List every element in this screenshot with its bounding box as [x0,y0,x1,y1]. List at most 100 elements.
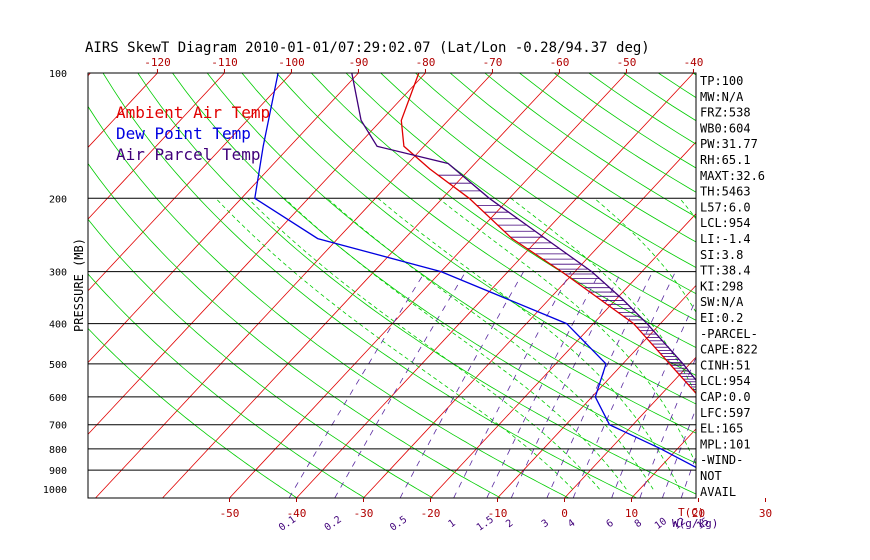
bottom-temp-tick-label: 30 [759,507,772,520]
index-item: SI:3.8 [700,248,743,262]
bottom-temp-tick-label: -50 [220,507,240,520]
dry-adiabat-line [276,73,696,376]
pressure-tick-label: 400 [49,320,67,331]
isotherm-line [88,73,225,220]
bottom-temp-tick-label: -10 [488,507,508,520]
isotherm-line [88,73,292,292]
isotherm-line [430,213,696,498]
mixing-ratio-line [486,271,601,498]
mixing-ratio-label: 4 [566,518,577,530]
pressure-tick-label: 500 [49,360,67,371]
mixing-ratio-line [814,272,870,498]
mixing-ratio-line [453,271,572,498]
x-axis-mix-unit: W(g/kg) [672,517,718,530]
mixing-ratio-label: 0.5 [388,514,409,533]
index-item: KI:298 [700,279,743,293]
top-temp-tick-label: -70 [483,56,503,69]
moist-adiabat-line [215,198,573,490]
isotherm-line [833,73,870,498]
pressure-tick-label: 700 [49,421,67,432]
x-axis-temp-unit: T(C) [678,506,705,519]
index-item: -WIND- [700,453,743,467]
mixing-ratio-line [611,298,696,498]
index-item: -PARCEL- [700,327,758,341]
moist-adiabat-line [327,197,654,490]
index-item: TT:38.4 [700,264,751,278]
legend-entry: Air Parcel Temp [116,145,261,164]
bottom-temp-tick-label: 10 [625,507,638,520]
series-line-ambient-air-temp [400,73,696,395]
dry-adiabat-line [484,73,696,218]
dry-adiabat-line [311,73,696,348]
mixing-ratio-line [572,271,676,498]
mixing-ratio-label: 0.2 [323,514,344,533]
dry-adiabat-line [519,73,696,193]
top-temp-tick-label: -110 [211,56,238,69]
mixing-ratio-line [288,271,426,498]
bottom-temp-tick-label: 20 [692,507,705,520]
bottom-temp-tick-label: -40 [287,507,307,520]
series-line-air-parcel-temp [351,73,696,382]
mixing-ratio-label: 1 [447,518,458,530]
moist-adiabat-line [247,198,600,490]
index-item: EL:165 [700,422,743,436]
top-temp-tick-label: -50 [617,56,637,69]
dry-adiabat-line [88,218,434,498]
index-item: LI:-1.4 [700,232,751,246]
index-item: CINH:51 [700,358,751,372]
series-layer [254,73,696,469]
index-item: TH:5463 [700,185,751,199]
index-item: MW:N/A [700,90,744,104]
index-item: WB0:604 [700,121,751,135]
index-item: L57:6.0 [700,200,751,214]
legend: Ambient Air Temp Dew Point Temp Air Parcel… [116,103,270,164]
mixing-ratio-line [510,271,622,498]
legend-entry: Dew Point Temp [116,124,251,143]
index-item: LCL:954 [700,374,751,388]
moist-adiabat-line [865,198,867,489]
y-axis-label: PRESSURE (MB) [72,238,86,332]
dry-adiabat-line [137,73,696,495]
mixing-ratio-line [760,272,837,498]
pressure-tick-label: 600 [49,393,67,404]
dry-adiabat-line [88,105,569,498]
dry-adiabat-line [762,73,870,498]
series-line-dew-point-temp [254,73,696,469]
pressure-tick-label: 100 [49,69,67,80]
index-item: CAP:0.0 [700,390,751,404]
mixing-ratio-label: 6 [605,518,616,530]
moist-adiabat-line [755,198,814,489]
mixing-ratio-line [680,455,696,498]
mixing-ratio-line [781,272,855,498]
index-item: AVAIL [700,485,736,499]
isotherm-line [88,73,426,435]
isotherm-line [229,73,627,498]
dry-adiabat-line [172,73,696,464]
dry-adiabat-line [415,73,696,268]
bottom-temp-tick-label: -30 [354,507,374,520]
dry-adiabat-line [88,162,501,498]
top-temp-tick-label: -120 [144,56,171,69]
isotherm-line [88,73,359,364]
bottom-temp-tick-label: -20 [421,507,441,520]
top-temp-tick-label: -80 [416,56,436,69]
index-item: LFC:597 [700,406,751,420]
index-item: LCL:954 [700,216,751,230]
pressure-tick-label: 200 [49,194,67,205]
dry-adiabat-line [88,273,366,498]
index-item: NOT [700,469,722,483]
plot-frame [87,72,697,499]
mixing-ratio-label: 10 [653,516,669,532]
pressure-tick-label: 900 [49,466,67,477]
top-temp-tick-label: -100 [278,56,305,69]
cape-hatching [438,174,696,393]
index-item: TP:100 [700,74,743,88]
isotherm-line [0,73,23,498]
isotherm-line [296,73,694,498]
top-temp-tick-label: -60 [550,56,570,69]
legend-entry: Ambient Air Temp [116,103,270,122]
dry-adiabat-line [658,73,696,99]
pressure-tick-label: 800 [49,445,67,456]
